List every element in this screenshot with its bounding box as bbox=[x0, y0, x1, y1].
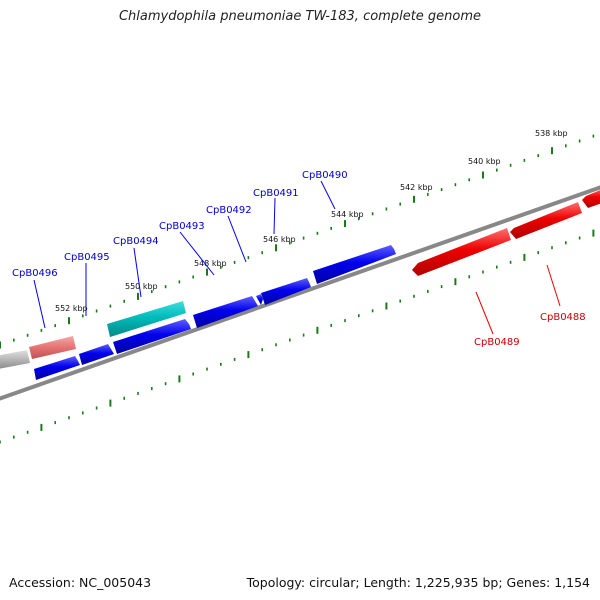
ruler-label-546kbp: 546 kbp bbox=[263, 235, 296, 244]
ruler-label-544kbp: 544 kbp bbox=[331, 210, 364, 219]
gene-arrow-forward[interactable] bbox=[34, 356, 80, 380]
callout-line bbox=[133, 247, 142, 298]
gene-label-cpb0490[interactable]: CpB0490 bbox=[302, 170, 348, 181]
ruler-label-550kbp: 550 kbp bbox=[125, 282, 158, 291]
forward-callouts bbox=[33, 180, 336, 329]
gene-arrow-forward[interactable] bbox=[261, 278, 311, 305]
accession-text: Accession: NC_005043 bbox=[9, 575, 152, 590]
callout-line bbox=[179, 231, 215, 276]
gene-label-cpb0494[interactable]: CpB0494 bbox=[113, 236, 159, 247]
inner-tick-ruler bbox=[0, 229, 595, 444]
forward-strand-genes bbox=[0, 245, 396, 380]
ruler-label-540kbp: 540 kbp bbox=[468, 157, 501, 166]
genome-stats-text: Topology: circular; Length: 1,225,935 bp… bbox=[246, 575, 590, 590]
gene-label-cpb0491[interactable]: CpB0491 bbox=[253, 188, 299, 199]
gene-arrow-forward[interactable] bbox=[193, 296, 258, 328]
reverse-callouts bbox=[475, 264, 561, 335]
ruler-label-552kbp: 552 kbp bbox=[55, 304, 88, 313]
callout-line bbox=[475, 291, 494, 335]
gene-arrow-reverse[interactable] bbox=[582, 188, 600, 208]
callout-line bbox=[33, 279, 46, 329]
reverse-strand-genes bbox=[412, 188, 600, 276]
gene-arrow-forward[interactable] bbox=[113, 319, 191, 354]
gene-label-cpb0496[interactable]: CpB0496 bbox=[12, 268, 58, 279]
gene-arrow-reverse[interactable] bbox=[510, 202, 582, 239]
callout-line bbox=[320, 180, 336, 210]
gene-label-cpb0495[interactable]: CpB0495 bbox=[64, 252, 110, 263]
gene-arrow-forward[interactable] bbox=[313, 245, 396, 284]
gene-arrow-forward[interactable] bbox=[0, 350, 30, 369]
gene-arrow-reverse[interactable] bbox=[412, 228, 511, 276]
callout-line bbox=[273, 197, 276, 235]
gene-arrow-forward[interactable] bbox=[256, 294, 263, 305]
callout-line bbox=[546, 264, 561, 307]
gene-arrow-forward[interactable] bbox=[29, 336, 76, 359]
ruler-label-538kbp: 538 kbp bbox=[535, 129, 568, 138]
gene-label-cpb0489[interactable]: CpB0489 bbox=[474, 337, 520, 348]
ruler-label-548kbp: 548 kbp bbox=[194, 259, 227, 268]
gene-arrow-rna[interactable] bbox=[107, 301, 186, 337]
map-title: Chlamydophila pneumoniae TW-183, complet… bbox=[118, 9, 482, 24]
gene-arrow-forward[interactable] bbox=[79, 344, 114, 365]
gene-label-cpb0488[interactable]: CpB0488 bbox=[540, 312, 586, 323]
gene-label-cpb0493[interactable]: CpB0493 bbox=[159, 221, 205, 232]
genome-backbone bbox=[0, 185, 600, 401]
outer-tick-ruler bbox=[0, 134, 595, 349]
ruler-label-542kbp: 542 kbp bbox=[400, 183, 433, 192]
callout-line bbox=[227, 215, 247, 263]
gene-label-cpb0492[interactable]: CpB0492 bbox=[206, 205, 252, 216]
